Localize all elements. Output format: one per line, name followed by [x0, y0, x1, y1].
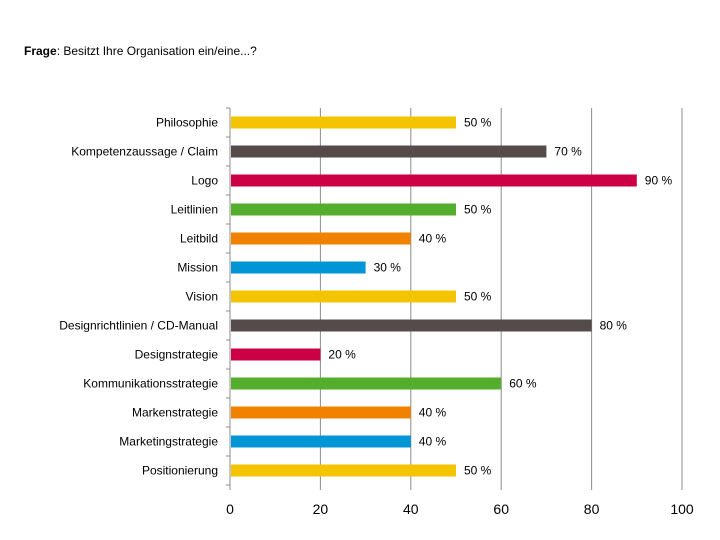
value-label: 60 %: [509, 377, 537, 391]
bar: [231, 377, 502, 390]
bar: [231, 145, 547, 158]
value-label: 90 %: [645, 174, 673, 188]
bar: [231, 203, 456, 216]
bar: [231, 174, 637, 187]
category-label: Positionierung: [142, 464, 218, 478]
bar: [231, 261, 366, 274]
category-label: Philosophie: [156, 116, 218, 130]
value-label: 50 %: [464, 116, 492, 130]
question-text: Frage: Besitzt Ihre Organisation ein/ein…: [24, 44, 257, 58]
question-separator: :: [56, 44, 64, 58]
bar: [231, 290, 456, 303]
value-label: 50 %: [464, 290, 492, 304]
value-label: 70 %: [554, 145, 582, 159]
category-label: Markenstrategie: [132, 406, 218, 420]
question-body: Besitzt Ihre Organisation ein/eine...?: [63, 44, 257, 58]
bar: [231, 116, 456, 129]
question-label: Frage: [24, 44, 57, 58]
bar: [231, 464, 456, 477]
category-label: Vision: [186, 290, 218, 304]
value-label: 40 %: [419, 406, 447, 420]
category-label: Leitbild: [180, 232, 218, 246]
value-label: 80 %: [600, 319, 628, 333]
bar: [231, 435, 411, 448]
x-tick-label: 40: [403, 501, 419, 517]
category-label: Mission: [177, 261, 218, 275]
x-tick-label: 100: [670, 501, 694, 517]
category-label: Designstrategie: [135, 348, 219, 362]
category-label: Leitlinien: [171, 203, 218, 217]
bar: [231, 232, 411, 245]
category-label: Designrichtlinien / CD-Manual: [59, 319, 218, 333]
value-label: 40 %: [419, 232, 447, 246]
category-label: Logo: [191, 174, 218, 188]
x-tick-label: 20: [313, 501, 329, 517]
value-label: 40 %: [419, 435, 447, 449]
x-tick-label: 0: [226, 501, 234, 517]
value-label: 30 %: [374, 261, 402, 275]
value-label: 50 %: [464, 464, 492, 478]
category-label: Marketingstrategie: [119, 435, 218, 449]
value-label: 50 %: [464, 203, 492, 217]
category-label: Kompetenzaussage / Claim: [71, 145, 218, 159]
x-tick-label: 80: [584, 501, 600, 517]
category-label: Kommunikationsstrategie: [83, 377, 218, 391]
bar: [231, 406, 411, 419]
x-tick-label: 60: [493, 501, 509, 517]
value-label: 20 %: [328, 348, 356, 362]
bar: [231, 319, 592, 332]
bar: [231, 348, 321, 361]
